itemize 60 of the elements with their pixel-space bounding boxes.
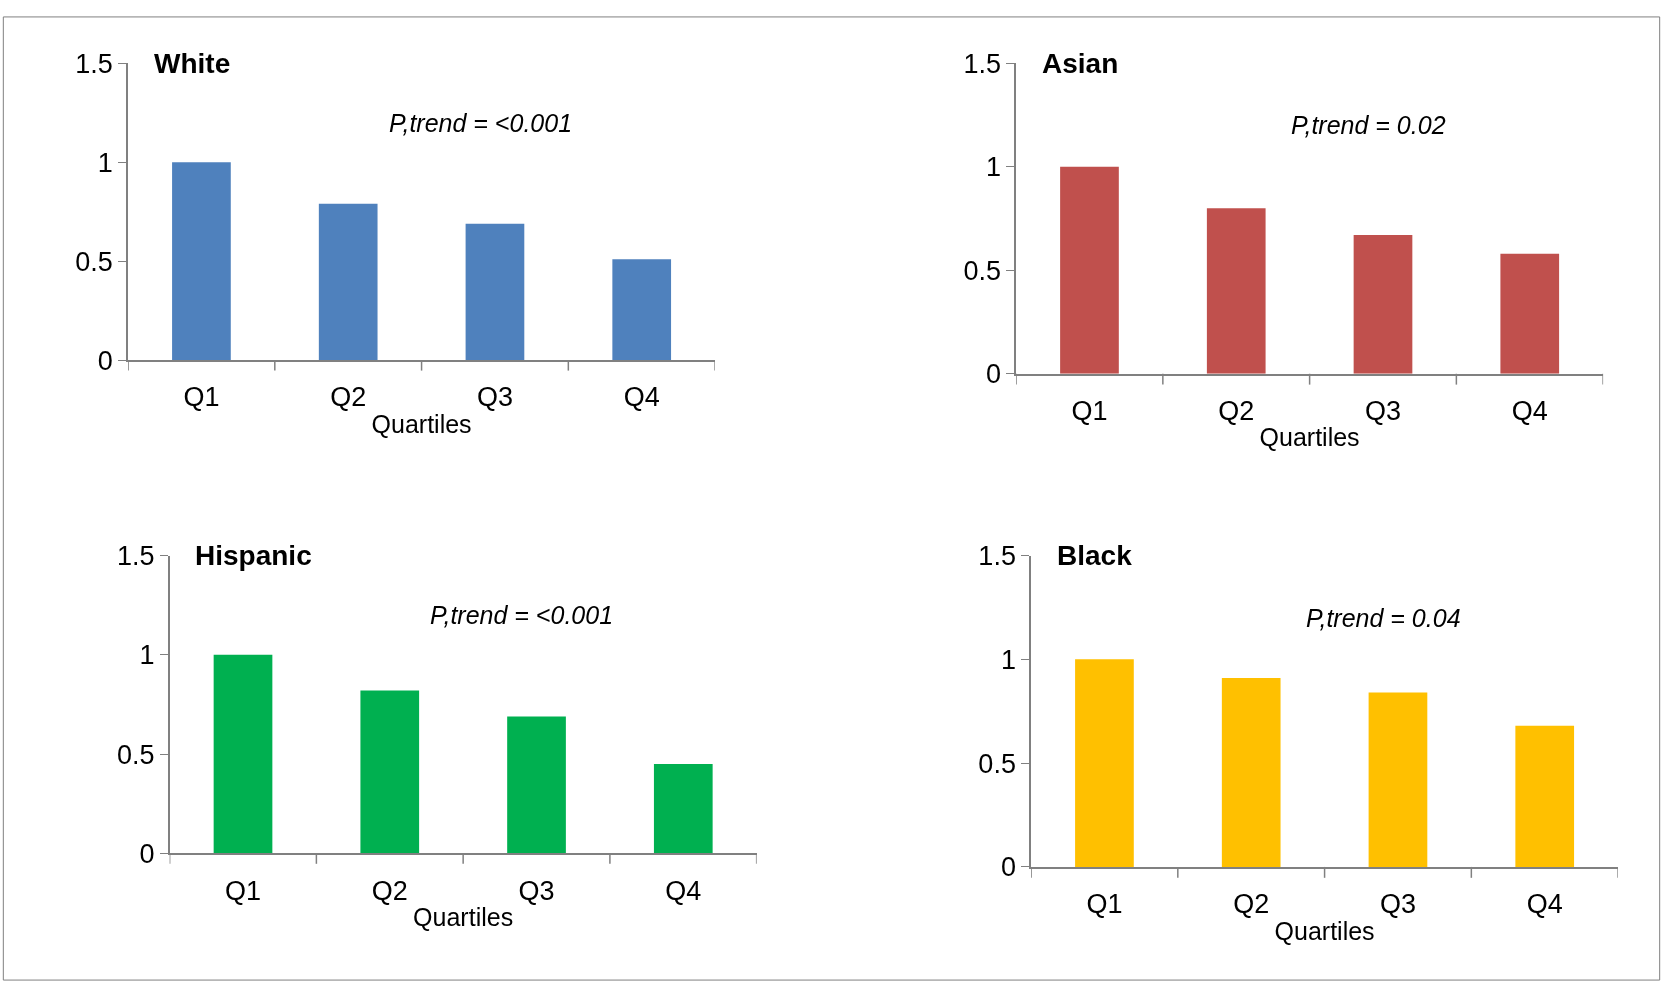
bar <box>1515 725 1575 867</box>
annotation: P,trend = 0.04 <box>1306 604 1461 632</box>
chart-title: White <box>154 48 231 79</box>
x-tick-label: Q2 <box>330 382 367 413</box>
y-tick-label: 0.5 <box>978 748 1016 779</box>
bar <box>172 162 231 361</box>
x-tick-label: Q4 <box>1511 395 1548 426</box>
bar <box>1368 692 1428 867</box>
y-tick-label: 1 <box>985 152 1001 183</box>
y-tick-label: 0 <box>985 359 1001 390</box>
annotation: P,trend = <0.001 <box>430 601 614 629</box>
x-tick-label: Q3 <box>1364 395 1402 426</box>
y-tick-label: 0.5 <box>116 739 155 770</box>
x-axis-title: Quartiles <box>1259 423 1360 452</box>
bar <box>1221 678 1281 867</box>
bar <box>1060 166 1119 374</box>
x-tick-label: Q2 <box>1218 395 1255 426</box>
x-tick-label: Q1 <box>224 875 262 906</box>
y-tick-label: 0 <box>97 345 113 376</box>
x-axis-title: Quartiles <box>413 903 514 932</box>
bar <box>507 716 566 854</box>
bar <box>213 654 273 854</box>
bar <box>465 223 525 361</box>
y-tick-label: 1.5 <box>116 541 155 571</box>
x-tick-label: Q3 <box>518 875 555 906</box>
bar <box>612 259 672 361</box>
bar <box>360 690 420 854</box>
x-axis-title: Quartiles <box>1274 916 1375 945</box>
x-tick-label: Q1 <box>1071 395 1108 426</box>
bar <box>1353 235 1413 374</box>
bar <box>653 764 713 854</box>
y-tick-label: 1 <box>1000 644 1016 675</box>
chart-title: Hispanic <box>195 540 312 571</box>
x-tick-label: Q1 <box>1086 889 1123 920</box>
x-axis-title: Quartiles <box>371 409 472 438</box>
x-tick-label: Q4 <box>1526 889 1563 920</box>
bar <box>1075 659 1134 867</box>
y-tick-label: 0 <box>1000 852 1016 883</box>
x-tick-label: Q4 <box>665 875 702 906</box>
x-tick-label: Q1 <box>183 382 220 413</box>
x-tick-label: Q2 <box>1233 889 1270 920</box>
bar <box>1500 253 1560 374</box>
y-tick-label: 1.5 <box>75 48 113 79</box>
y-tick-label: 0.5 <box>75 246 113 277</box>
y-tick-label: 1 <box>97 147 113 178</box>
x-tick-label: Q4 <box>623 382 660 413</box>
annotation: P,trend = 0.02 <box>1291 111 1446 139</box>
x-tick-label: Q2 <box>371 875 408 906</box>
y-tick-label: 1 <box>139 640 155 671</box>
y-tick-label: 0 <box>139 838 155 869</box>
chart-title: Asian <box>1042 48 1119 79</box>
chart-title: Black <box>1057 540 1133 571</box>
x-tick-label: Q3 <box>1379 889 1416 920</box>
annotation: P,trend = <0.001 <box>389 109 573 137</box>
bar <box>318 203 378 361</box>
y-tick-label: 0.5 <box>963 255 1001 286</box>
bar <box>1206 208 1266 374</box>
y-tick-label: 1.5 <box>963 48 1001 79</box>
y-tick-label: 1.5 <box>978 541 1016 571</box>
x-tick-label: Q3 <box>476 382 513 413</box>
